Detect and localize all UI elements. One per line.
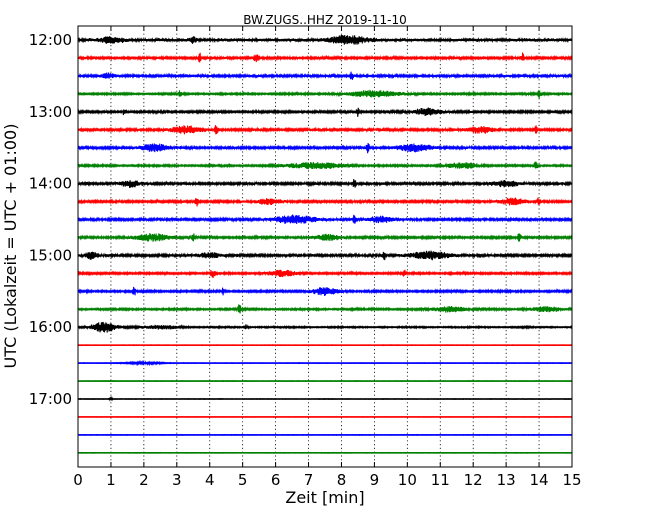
y-tick-label: 12:00: [29, 31, 72, 49]
axis-ticks: 0 1 2 3 4 5 6 7 8 9 10 11 12 13 14 1512:0013:0014:0015:…: [29, 26, 582, 489]
x-tick-label: 12: [464, 471, 483, 489]
grid-lines: [110, 26, 540, 467]
x-tick-label: 1: [106, 471, 116, 489]
x-tick-label: 14: [530, 471, 549, 489]
x-tick-label: 15: [562, 471, 581, 489]
chart-title: BW.ZUGS..HHZ 2019-11-10: [243, 13, 406, 27]
trace-group: [77, 34, 573, 455]
y-tick-label: 13:00: [29, 103, 72, 121]
x-tick-label: 13: [497, 471, 516, 489]
y-tick-label: 15:00: [29, 246, 72, 264]
x-tick-label: 5: [238, 471, 248, 489]
x-tick-label: 6: [271, 471, 281, 489]
x-tick-label: 0: [73, 471, 83, 489]
y-axis-label: UTC (Lokalzeit = UTC + 01:00): [1, 124, 20, 369]
x-axis-label: Zeit [min]: [285, 488, 364, 507]
x-tick-label: 2: [139, 471, 149, 489]
x-tick-label: 8: [337, 471, 347, 489]
x-tick-label: 10: [398, 471, 417, 489]
plot-frame: [77, 25, 573, 468]
x-tick-label: 4: [205, 471, 215, 489]
y-tick-label: 14:00: [29, 175, 72, 193]
y-tick-label: 17:00: [29, 390, 72, 408]
x-tick-label: 3: [172, 471, 182, 489]
x-tick-label: 7: [304, 471, 314, 489]
x-tick-label: 11: [431, 471, 450, 489]
x-tick-label: 9: [370, 471, 380, 489]
y-tick-label: 16:00: [29, 318, 72, 336]
